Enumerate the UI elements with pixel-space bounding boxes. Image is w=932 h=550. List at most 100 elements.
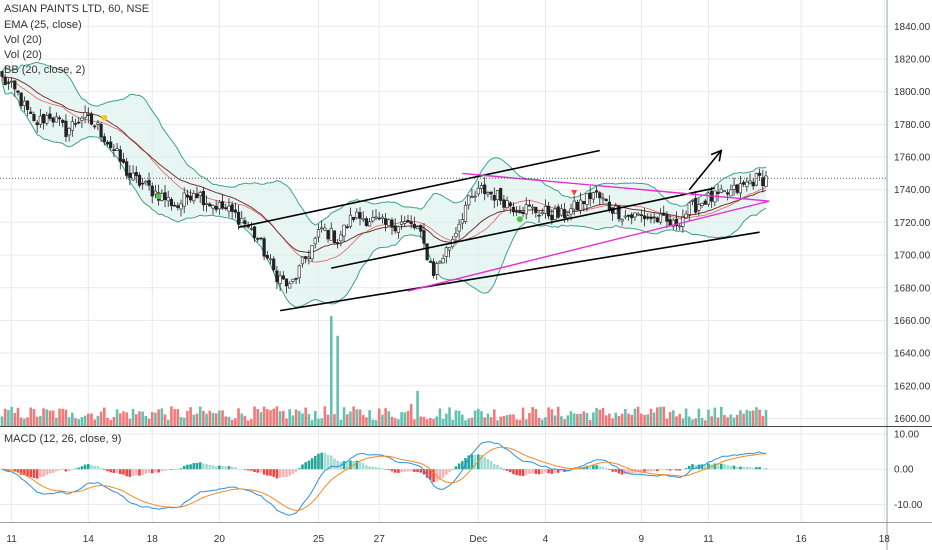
volume-bar xyxy=(377,408,381,426)
volume-bar xyxy=(739,410,742,426)
candle-body xyxy=(751,181,755,187)
candle-body xyxy=(265,255,269,259)
volume-bar xyxy=(128,418,132,426)
candle-body xyxy=(674,218,679,227)
macd-histogram-bar xyxy=(652,469,656,471)
volume-bar xyxy=(624,408,627,426)
arrow-head-icon xyxy=(710,149,723,162)
candle-body xyxy=(665,214,669,222)
candle-body xyxy=(748,180,752,184)
macd-histogram-bar xyxy=(707,463,710,470)
volume-bar xyxy=(684,408,688,426)
candle-body xyxy=(415,226,420,230)
study-vol-label[interactable]: Vol (20) xyxy=(4,34,42,46)
candle-body xyxy=(163,192,167,200)
macd-panel xyxy=(0,441,768,516)
candle-body xyxy=(326,230,330,240)
price-tick-label: 1640.00 xyxy=(894,349,931,360)
candle-body xyxy=(722,190,727,193)
signal-dot-icon xyxy=(516,216,523,223)
macd-histogram-bar xyxy=(454,466,458,470)
volume-bar xyxy=(461,414,464,426)
time-tick-label: 11 xyxy=(703,534,714,545)
macd-histogram-bar xyxy=(512,469,515,475)
candle-body xyxy=(288,282,292,289)
volume-bar xyxy=(620,413,624,426)
macd-histogram-bar xyxy=(371,466,375,470)
volume-bar xyxy=(473,410,477,426)
macd-histogram-bar xyxy=(157,469,160,473)
volume-bar xyxy=(365,417,368,426)
macd-histogram-bar xyxy=(483,456,486,470)
macd-histogram-bar xyxy=(246,469,250,471)
macd-histogram-bar xyxy=(441,469,445,478)
volume-bar xyxy=(393,418,397,426)
macd-histogram-bar xyxy=(524,469,528,475)
macd-histogram-bar xyxy=(691,464,694,470)
volume-bar xyxy=(45,409,49,426)
volume-bar xyxy=(349,411,352,426)
signal-line xyxy=(1,446,767,511)
macd-label[interactable]: MACD (12, 26, close, 9) xyxy=(4,433,122,445)
macd-histogram-bar xyxy=(492,463,496,470)
volume-bar xyxy=(662,406,666,426)
macd-histogram-bar xyxy=(732,465,736,470)
volume-bar xyxy=(448,407,451,426)
volume-bar xyxy=(291,415,295,426)
candle-body xyxy=(310,245,314,260)
macd-histogram-bar xyxy=(32,469,36,479)
trendlines[interactable] xyxy=(238,149,770,312)
candle-body xyxy=(54,116,58,123)
macd-histogram-bar xyxy=(288,469,291,476)
macd-histogram-bar xyxy=(112,469,116,474)
volume-bar xyxy=(58,408,61,426)
macd-histogram-bar xyxy=(537,469,541,475)
macd-histogram-bar xyxy=(636,469,640,473)
volume-bar xyxy=(272,408,276,426)
volume-bar xyxy=(425,419,429,426)
macd-histogram-bar xyxy=(403,469,407,472)
volume-bar xyxy=(671,410,675,426)
candle-body xyxy=(594,190,599,193)
macd-histogram-bar xyxy=(58,469,61,471)
volume-bar xyxy=(521,407,525,426)
symbol-title[interactable]: ASIAN PAINTS LTD, 60, NSE xyxy=(4,3,150,15)
volume-bar xyxy=(42,408,45,426)
candle-body xyxy=(419,224,423,232)
volume-bar xyxy=(422,416,426,426)
candle-body xyxy=(441,258,445,264)
study-vol-label-2[interactable]: Vol (20) xyxy=(4,49,42,61)
volume-bar xyxy=(208,410,212,426)
study-bb-label[interactable]: BB (20, close, 2) xyxy=(4,64,86,76)
macd-histogram-bar xyxy=(96,466,100,470)
candle-body xyxy=(284,278,289,287)
volume-bar xyxy=(282,410,285,426)
macd-histogram-bar xyxy=(291,469,295,474)
candle-body xyxy=(687,202,691,215)
study-ema-label[interactable]: EMA (25, close) xyxy=(4,19,82,31)
macd-histogram-bar xyxy=(384,469,387,470)
time-tick-label: 14 xyxy=(83,534,95,545)
candle-body xyxy=(64,120,68,137)
signal-dot-icon xyxy=(155,193,162,200)
volume-bar xyxy=(234,418,237,426)
macd-histogram-bar xyxy=(470,454,474,470)
volume-bar xyxy=(154,412,157,426)
candle-body xyxy=(3,77,7,86)
macd-histogram-bar xyxy=(141,469,144,476)
candle-body xyxy=(16,90,20,93)
volume-bar xyxy=(189,407,192,426)
macd-histogram-bar xyxy=(272,469,276,477)
volume-bar xyxy=(93,419,97,426)
macd-histogram-bar xyxy=(496,464,499,470)
volume-bar xyxy=(173,409,176,426)
volume-bar xyxy=(534,408,538,426)
candle-body xyxy=(716,191,720,195)
macd-histogram-bar xyxy=(285,469,288,477)
macd-histogram-bar xyxy=(588,465,592,470)
macd-histogram-bar xyxy=(751,468,755,470)
volume-bar xyxy=(496,420,499,426)
candle-body xyxy=(380,216,385,219)
macd-histogram-bar xyxy=(349,460,352,470)
